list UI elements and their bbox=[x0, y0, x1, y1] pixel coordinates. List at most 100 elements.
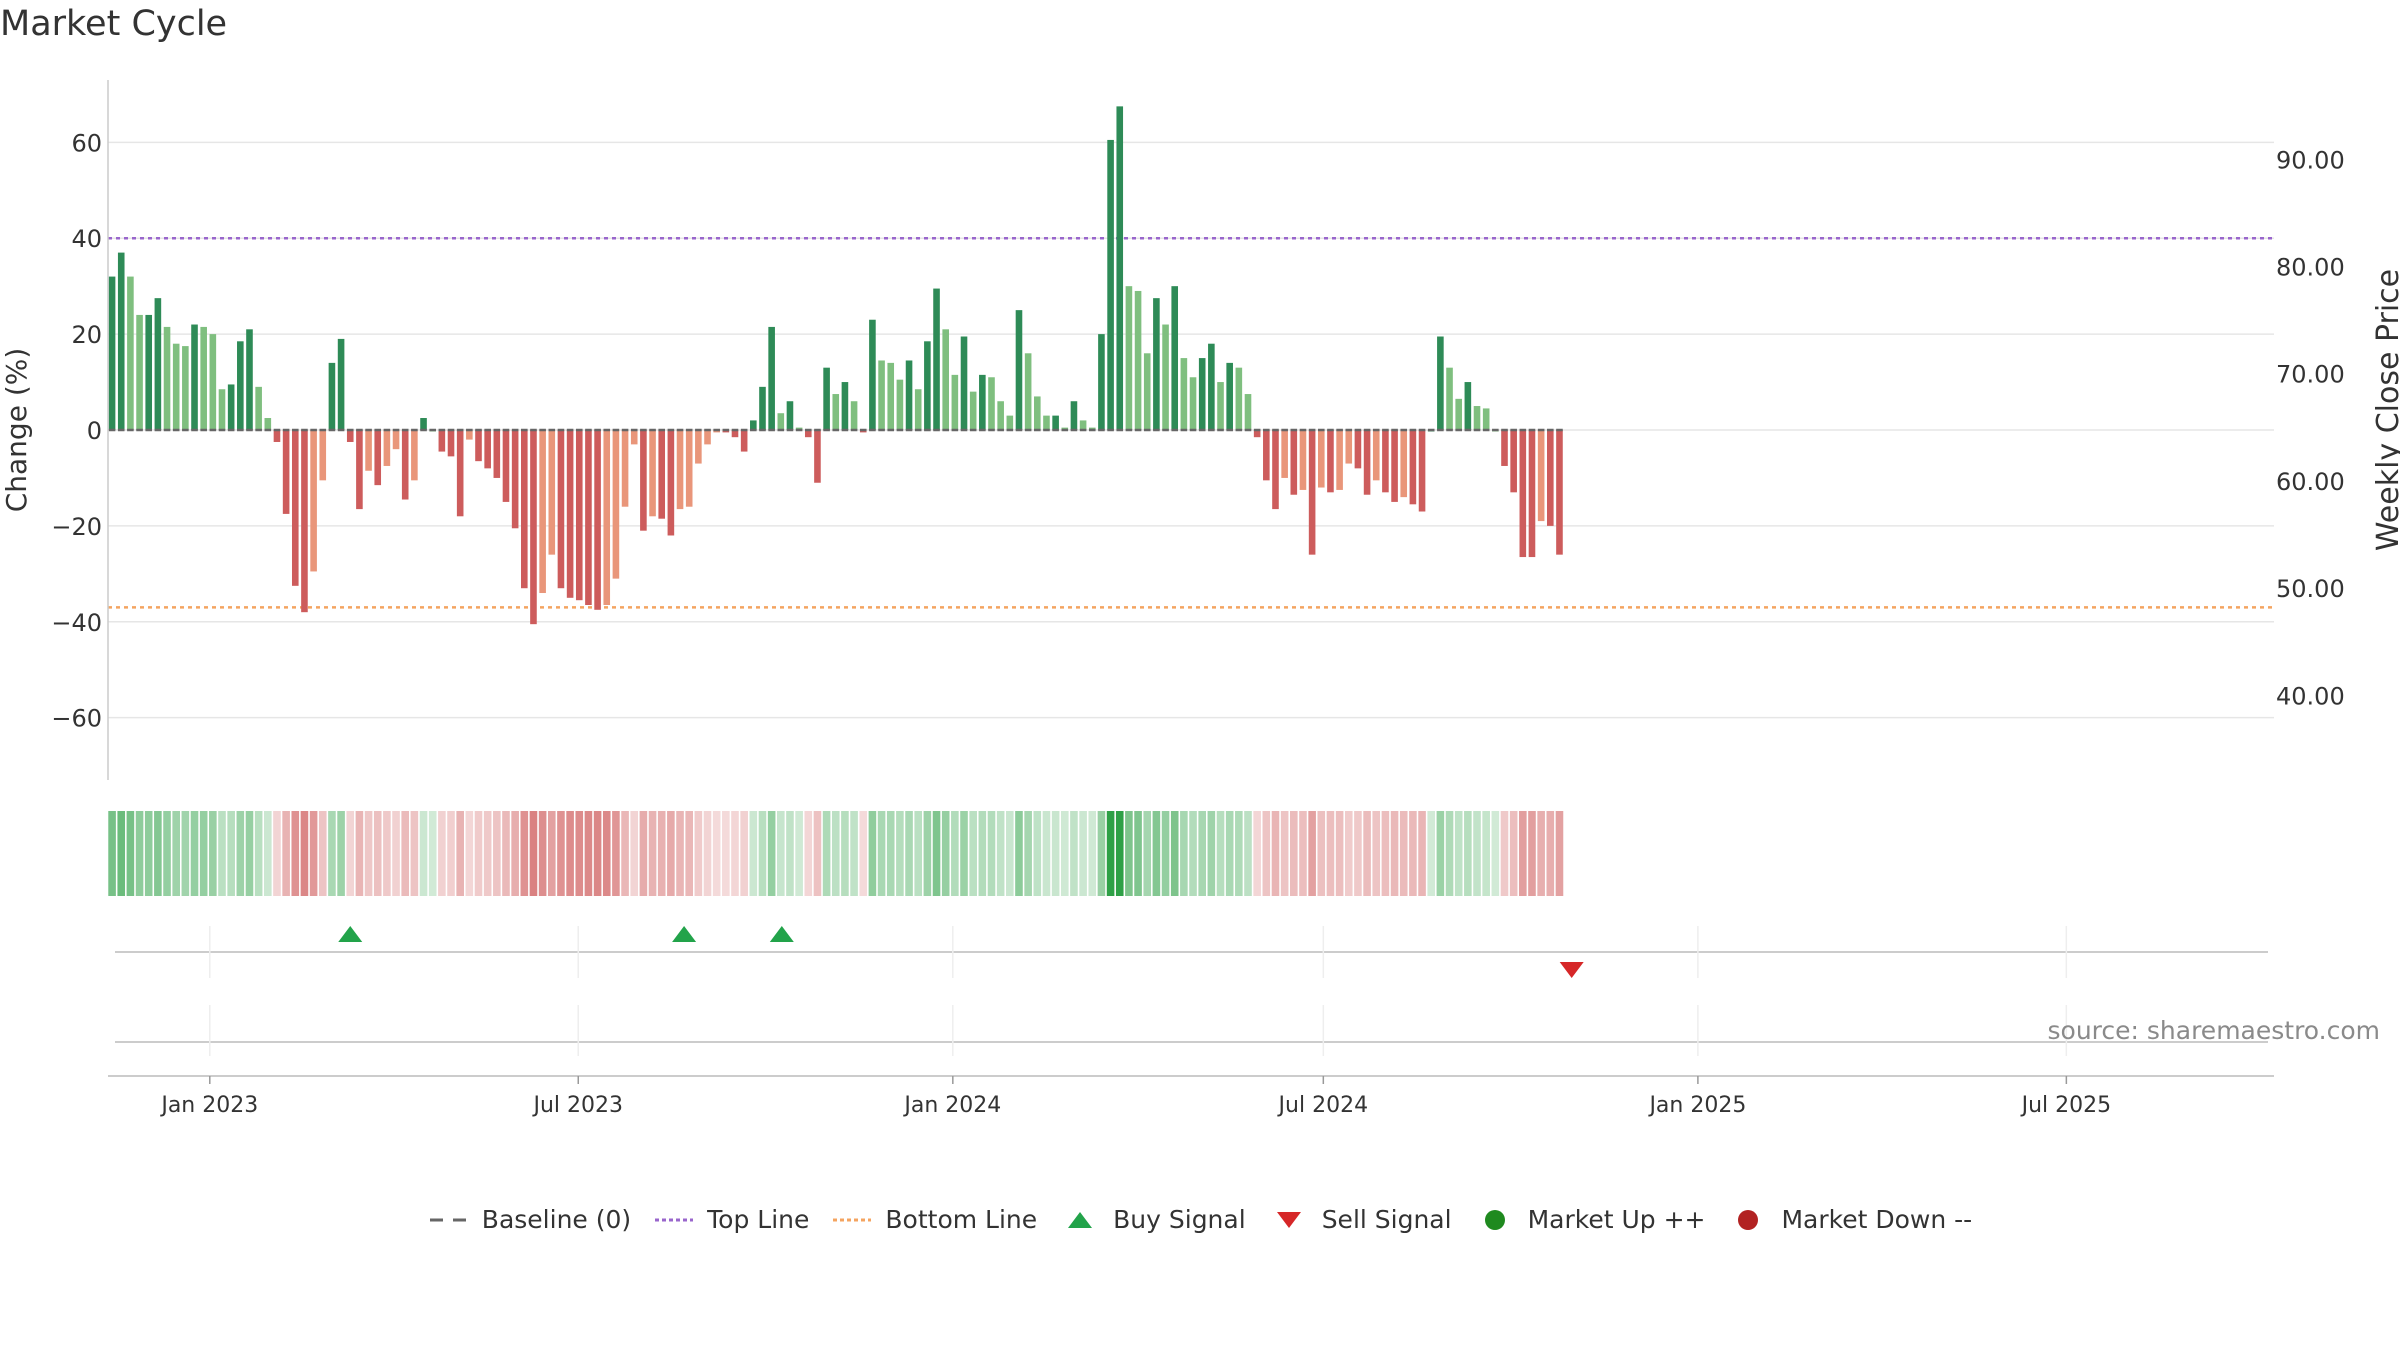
bar bbox=[1235, 367, 1243, 430]
heat-strip-cell bbox=[117, 811, 126, 896]
bar bbox=[438, 430, 446, 452]
heat-strip-cell bbox=[1427, 811, 1436, 896]
bar-layer bbox=[108, 106, 1563, 625]
bar bbox=[475, 430, 482, 462]
bar bbox=[1437, 336, 1444, 430]
circle-icon bbox=[1484, 1209, 1505, 1230]
bar bbox=[1171, 286, 1179, 430]
legend-item: Market Down -- bbox=[1727, 1205, 1972, 1234]
heat-strip-cell bbox=[1335, 811, 1344, 896]
heat-strip-cell bbox=[1207, 811, 1216, 896]
bar bbox=[649, 430, 656, 517]
bar bbox=[383, 430, 391, 466]
heat-strip-cell bbox=[1115, 811, 1124, 896]
heat-strip-cell bbox=[428, 811, 437, 896]
buy-signal-icon bbox=[672, 926, 697, 942]
buy-signal-icon bbox=[338, 926, 363, 942]
bar bbox=[1537, 430, 1545, 522]
x-tick-label: Jan 2025 bbox=[1647, 1093, 1746, 1118]
heat-strip-cell bbox=[822, 811, 831, 896]
bar bbox=[1418, 430, 1426, 512]
legend-item: Baseline (0) bbox=[428, 1205, 631, 1234]
heat-strip-cell bbox=[648, 811, 657, 896]
heat-strip-cell bbox=[1033, 811, 1042, 896]
bar bbox=[282, 430, 290, 514]
bar bbox=[997, 401, 1004, 430]
bar bbox=[667, 430, 675, 536]
bar bbox=[924, 341, 931, 430]
heat-strip-cell bbox=[438, 811, 446, 896]
y-tick-label: −60 bbox=[51, 705, 102, 733]
heat-strip-cell bbox=[300, 811, 309, 896]
bar bbox=[814, 430, 821, 483]
bar bbox=[356, 430, 363, 510]
heat-strip-cell bbox=[447, 811, 455, 896]
heat-strip-cell bbox=[667, 811, 675, 896]
bar bbox=[530, 430, 537, 625]
bar bbox=[896, 379, 904, 430]
heat-strip-cell bbox=[813, 811, 822, 896]
bar bbox=[365, 430, 372, 471]
bar bbox=[841, 382, 849, 430]
heat-strip-cell bbox=[612, 811, 620, 896]
bar bbox=[1299, 430, 1307, 490]
bar bbox=[988, 377, 995, 430]
bar bbox=[887, 362, 895, 430]
bar bbox=[1116, 106, 1124, 430]
heat-strip-cell bbox=[1180, 811, 1188, 896]
bar bbox=[1547, 430, 1554, 526]
heat-strip-cell bbox=[154, 811, 162, 896]
heat-strip-cell bbox=[163, 811, 171, 896]
heat-strip-cell bbox=[1390, 811, 1399, 896]
heat-strip-cell bbox=[786, 811, 794, 896]
heat-strip-cell bbox=[1546, 811, 1555, 896]
heat-strip-cell bbox=[1500, 811, 1509, 896]
legend-item: Bottom Line bbox=[831, 1205, 1037, 1234]
x-tick-label: Jul 2023 bbox=[531, 1093, 623, 1118]
heat-strip-cell bbox=[474, 811, 483, 896]
heat-strip-cell bbox=[218, 811, 226, 896]
y2-tick-label: 70.00 bbox=[2276, 361, 2345, 389]
bar bbox=[328, 362, 336, 430]
circle-icon bbox=[1738, 1209, 1759, 1230]
x-tick-label: Jan 2024 bbox=[902, 1093, 1001, 1118]
heat-strip-cell bbox=[804, 811, 813, 896]
bar bbox=[301, 430, 308, 613]
heat-strip-cell bbox=[621, 811, 629, 896]
bar bbox=[163, 326, 171, 430]
bar bbox=[310, 430, 317, 572]
heat-strip-cell bbox=[1354, 811, 1362, 896]
y-tick-label: −20 bbox=[51, 513, 102, 541]
heat-strip-cell bbox=[264, 811, 272, 896]
heat-strip-cell bbox=[1317, 811, 1326, 896]
bar bbox=[594, 430, 601, 610]
heat-strip-cell bbox=[401, 811, 410, 896]
bar bbox=[1208, 343, 1215, 430]
bar bbox=[392, 430, 400, 450]
bar bbox=[1501, 430, 1508, 466]
legend-item: Sell Signal bbox=[1268, 1205, 1452, 1234]
heat-strip-cell bbox=[1161, 811, 1170, 896]
heat-strip-cell bbox=[749, 811, 758, 896]
heat-strip-cell bbox=[1079, 811, 1087, 896]
bar bbox=[466, 430, 473, 440]
heat-strip-cell bbox=[209, 811, 217, 896]
heat-strip-cell bbox=[1244, 811, 1252, 896]
heat-strip-cell bbox=[1290, 811, 1298, 896]
heat-strip-cell bbox=[419, 811, 428, 896]
bar bbox=[264, 418, 272, 430]
bar bbox=[319, 430, 327, 481]
heat-strip bbox=[108, 811, 1564, 896]
heat-strip-cell bbox=[236, 811, 245, 896]
bar bbox=[640, 430, 647, 531]
heat-strip-cell bbox=[108, 811, 116, 896]
heat-strip-cell bbox=[1189, 811, 1197, 896]
bar bbox=[750, 420, 757, 430]
heat-strip-cell bbox=[1399, 811, 1408, 896]
heat-strip-cell bbox=[914, 811, 923, 896]
bar bbox=[493, 430, 501, 478]
heat-strip-cell bbox=[318, 811, 327, 896]
bar bbox=[1244, 394, 1252, 430]
bar bbox=[1024, 353, 1032, 430]
heat-strip-cell bbox=[181, 811, 190, 896]
